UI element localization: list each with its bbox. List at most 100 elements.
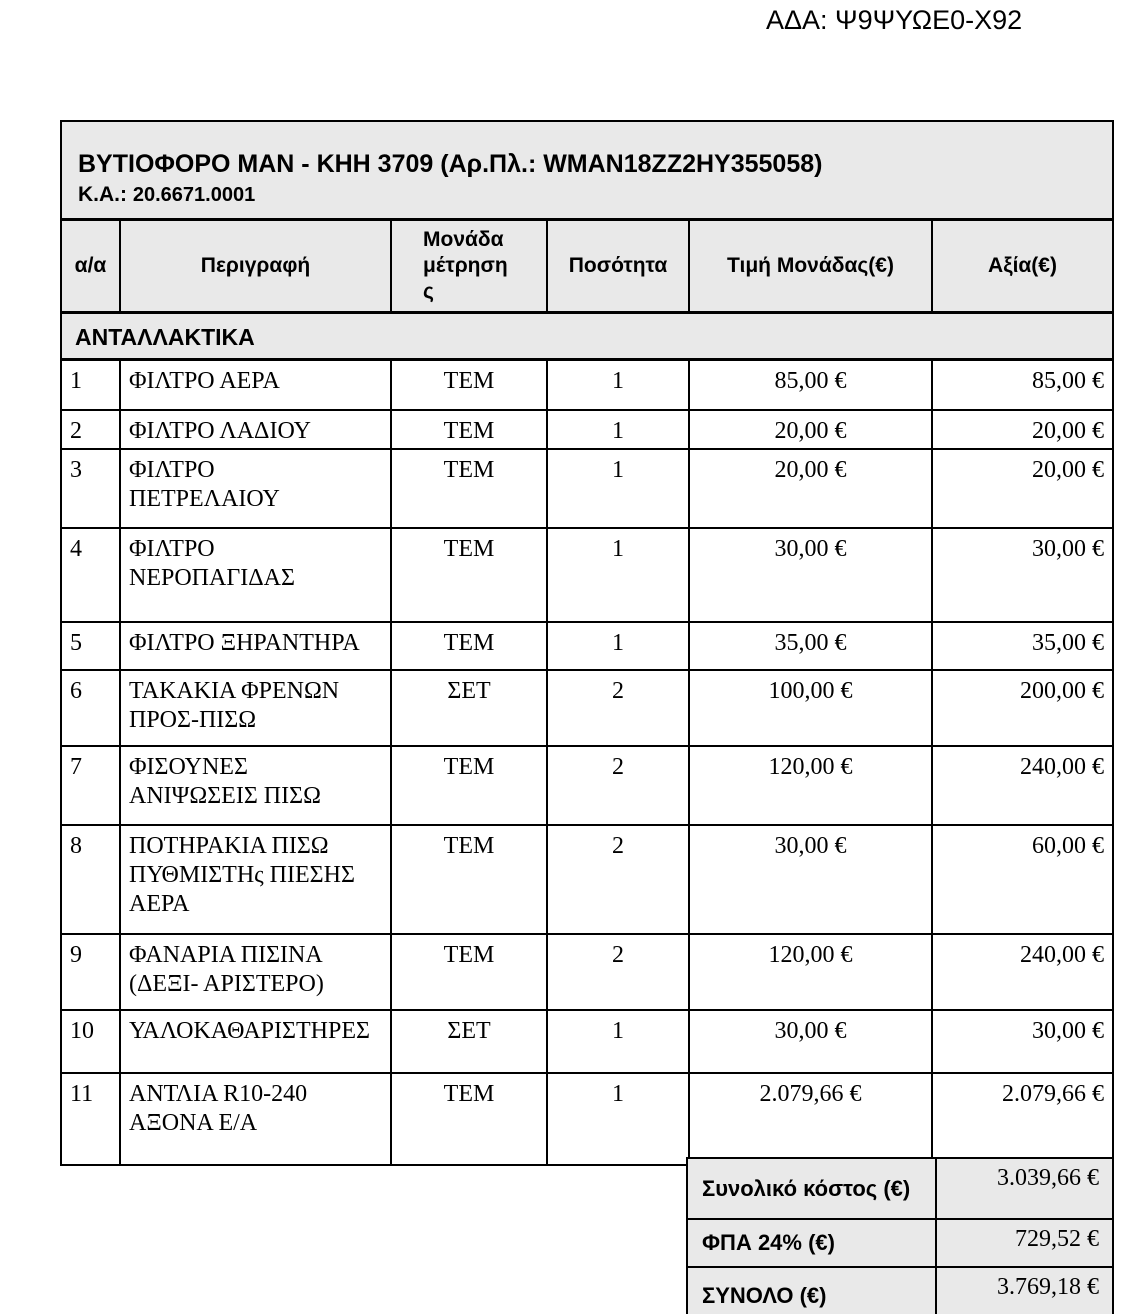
totals-value: 3.039,66 € [935, 1157, 1114, 1220]
cell-value: 30,00 € [930, 526, 1115, 623]
totals-label: ΦΠΑ 24% (€) [686, 1218, 937, 1268]
cell-unit-price: 35,00 € [688, 620, 933, 671]
cell-value: 20,00 € [930, 408, 1115, 450]
cell-value: 240,00 € [930, 932, 1115, 1011]
cell-description: ΑΝΤΛΙΑ R10-240 ΑΞΟΝΑ Ε/Α [119, 1071, 392, 1166]
totals-label: Συνολικό κόστος (€) [686, 1157, 937, 1220]
cell-quantity: 1 [546, 1008, 690, 1074]
cell-index: 7 [60, 744, 121, 826]
cell-quantity: 1 [546, 358, 690, 411]
cell-unit-price: 30,00 € [688, 823, 933, 935]
totals-value: 729,52 € [935, 1218, 1114, 1268]
cell-unit: ΣΕΤ [390, 1008, 548, 1074]
cell-unit-price: 30,00 € [688, 1008, 933, 1074]
vehicle-title: ΒΥΤΙΟΦΟΡΟ MAN - ΚΗΗ 3709 (Αρ.Πλ.: WMAN18… [78, 150, 823, 178]
cell-index: 4 [60, 526, 121, 623]
cell-quantity: 1 [546, 620, 690, 671]
totals-row: ΦΠΑ 24% (€) 729,52 € [686, 1218, 1114, 1268]
cell-unit: ΤΕΜ [390, 620, 548, 671]
cell-value: 60,00 € [930, 823, 1115, 935]
cell-unit-price: 20,00 € [688, 447, 933, 529]
table-title-row: ΒΥΤΙΟΦΟΡΟ MAN - ΚΗΗ 3709 (Αρ.Πλ.: WMAN18… [59, 120, 1115, 221]
cell-index: 9 [60, 932, 121, 1011]
cell-description: ΦΙΣΟΥΝΕΣ ΑΝΙΨΩΣΕΙΣ ΠΙΣΩ [119, 744, 392, 826]
col-header-description: Περιγραφή [119, 218, 392, 314]
budget-code-label: Κ.Α.: [78, 183, 127, 206]
table-title-cell: ΒΥΤΙΟΦΟΡΟ MAN - ΚΗΗ 3709 (Αρ.Πλ.: WMAN18… [59, 120, 1115, 221]
cell-unit-price: 30,00 € [688, 526, 933, 623]
cell-description: ΦΙΛΤΡΟ ΛΑΔΙΟΥ [119, 408, 392, 450]
section-header: ΑΝΤΑΛΛΑΚΤΙΚΑ [59, 311, 1115, 361]
cell-unit: ΤΕΜ [390, 932, 548, 1011]
cell-quantity: 1 [546, 447, 690, 529]
col-header-unit-price: Τιμή Μονάδας(€) [688, 218, 933, 314]
cell-description: ΦΙΛΤΡΟ ΞΗΡΑΝΤΗΡΑ [119, 620, 392, 671]
cell-unit: ΤΕΜ [390, 744, 548, 826]
cell-description: ΤΑΚΑΚΙΑ ΦΡΕΝΩΝ ΠΡΟΣ-ΠΙΣΩ [119, 668, 392, 747]
cell-index: 8 [60, 823, 121, 935]
cell-value: 85,00 € [930, 358, 1115, 411]
parts-rows: 1 ΦΙΛΤΡΟ ΑΕΡΑ ΤΕΜ 1 85,00 €85,00 €2 ΦΙΛΤΡΟ ΛΑ… [60, 358, 1115, 1166]
cell-unit: ΤΕΜ [390, 447, 548, 529]
cell-unit-price: 20,00 € [688, 408, 933, 450]
cell-index: 1 [60, 358, 121, 411]
cell-value: 2.079,66 € [930, 1071, 1115, 1166]
cell-quantity: 1 [546, 526, 690, 623]
cell-description: ΦΙΛΤΡΟ ΝΕΡΟΠΑΓΙΔΑΣ [119, 526, 392, 623]
cell-description: ΦΙΛΤΡΟ ΠΕΤΡΕΛΑΙΟΥ [119, 447, 392, 529]
totals-table: Συνολικό κόστος (€) 3.039,66 € ΦΠΑ 24% (€)… [686, 1157, 1114, 1314]
parts-table: ΒΥΤΙΟΦΟΡΟ MAN - ΚΗΗ 3709 (Αρ.Πλ.: WMAN18… [59, 120, 1115, 1166]
parts-row: 2 ΦΙΛΤΡΟ ΛΑΔΙΟΥ ΤΕΜ 1 20,00 €20,00 € [60, 408, 1115, 450]
parts-row: 6 ΤΑΚΑΚΙΑ ΦΡΕΝΩΝ ΠΡΟΣ-ΠΙΣΩ ΣΕΤ 2 100,00 €200… [60, 668, 1115, 747]
cell-quantity: 2 [546, 823, 690, 935]
cell-index: 2 [60, 408, 121, 450]
totals-label: ΣΥΝΟΛΟ (€) [686, 1266, 937, 1314]
parts-row: 5 ΦΙΛΤΡΟ ΞΗΡΑΝΤΗΡΑ ΤΕΜ 1 35,00 €35,00 € [60, 620, 1115, 671]
cell-index: 3 [60, 447, 121, 529]
cell-quantity: 1 [546, 408, 690, 450]
col-header-value: Αξία(€) [930, 218, 1115, 314]
cell-unit: ΤΕΜ [390, 408, 548, 450]
parts-row: 8 ΠΟΤΗΡΑΚΙΑ ΠΙΣΩ ΠΥΘΜΙΣΤΗς ΠΙΕΣΗΣ ΑΕΡΑ ΤΕΜ… [60, 823, 1115, 935]
cell-description: ΦΙΛΤΡΟ ΑΕΡΑ [119, 358, 392, 411]
totals-row: ΣΥΝΟΛΟ (€) 3.769,18 € [686, 1266, 1114, 1314]
ada-code: ΑΔΑ: Ψ9ΨΥΩΕ0-Χ92 [766, 5, 1023, 35]
section-row: ΑΝΤΑΛΛΑΚΤΙΚΑ [59, 311, 1115, 361]
cell-unit-price: 2.079,66 € [688, 1071, 933, 1166]
budget-code-line: Κ.Α.: 20.6671.0001 [78, 180, 1098, 210]
cell-description: ΠΟΤΗΡΑΚΙΑ ΠΙΣΩ ΠΥΘΜΙΣΤΗς ΠΙΕΣΗΣ ΑΕΡΑ [119, 823, 392, 935]
col-header-quantity: Ποσότητα [546, 218, 690, 314]
cell-unit-price: 85,00 € [688, 358, 933, 411]
cell-quantity: 2 [546, 668, 690, 747]
totals-value: 3.769,18 € [935, 1266, 1114, 1314]
parts-row: 11 ΑΝΤΛΙΑ R10-240 ΑΞΟΝΑ Ε/Α ΤΕΜ 1 2.079,66 €… [60, 1071, 1115, 1166]
cell-unit-price: 100,00 € [688, 668, 933, 747]
cell-index: 11 [60, 1071, 121, 1166]
budget-code-value: 20.6671.0001 [132, 184, 256, 206]
cell-unit: ΣΕΤ [390, 668, 548, 747]
cell-value: 240,00 € [930, 744, 1115, 826]
cell-index: 5 [60, 620, 121, 671]
cell-quantity: 1 [546, 1071, 690, 1166]
cell-unit-price: 120,00 € [688, 932, 933, 1011]
column-header-row: α/α Περιγραφή Μονάδα μέτρησης Ποσότητα Τ… [60, 218, 1115, 314]
parts-row: 9 ΦΑΝΑΡΙΑ ΠΙΣΙΝΑ (ΔΕΞΙ- ΑΡΙΣΤΕΡΟ) ΤΕΜ 2 120,… [60, 932, 1115, 1011]
cell-quantity: 2 [546, 932, 690, 1011]
cell-description: ΦΑΝΑΡΙΑ ΠΙΣΙΝΑ (ΔΕΞΙ- ΑΡΙΣΤΕΡΟ) [119, 932, 392, 1011]
col-header-index: α/α [60, 218, 121, 314]
totals-row: Συνολικό κόστος (€) 3.039,66 € [686, 1157, 1114, 1220]
cell-quantity: 2 [546, 744, 690, 826]
parts-row: 1 ΦΙΛΤΡΟ ΑΕΡΑ ΤΕΜ 1 85,00 €85,00 € [60, 358, 1115, 411]
totals-rows: Συνολικό κόστος (€) 3.039,66 € ΦΠΑ 24% (€)… [686, 1157, 1114, 1314]
cell-unit: ΤΕΜ [390, 526, 548, 623]
cell-index: 10 [60, 1008, 121, 1074]
cell-unit: ΤΕΜ [390, 1071, 548, 1166]
cell-index: 6 [60, 668, 121, 747]
col-header-unit: Μονάδα μέτρησης [390, 218, 548, 314]
cell-description: ΥΑΛΟΚΑΘΑΡΙΣΤΗΡΕΣ [119, 1008, 392, 1074]
cell-value: 30,00 € [930, 1008, 1115, 1074]
parts-row: 10 ΥΑΛΟΚΑΘΑΡΙΣΤΗΡΕΣ ΣΕΤ 1 30,00 €30,00 € [60, 1008, 1115, 1074]
cell-unit: ΤΕΜ [390, 823, 548, 935]
cell-value: 200,00 € [930, 668, 1115, 747]
